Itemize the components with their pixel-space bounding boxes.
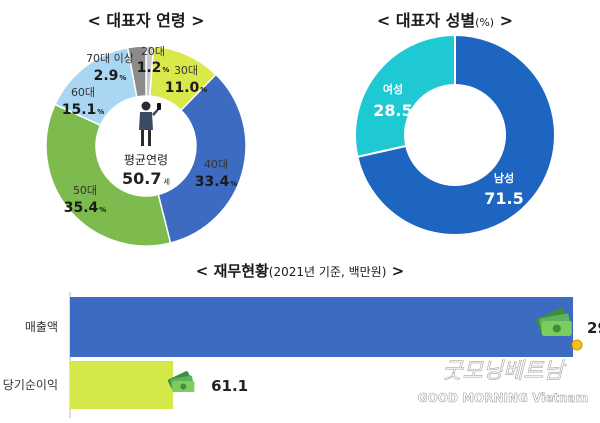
age-labels: 20대 1.2% 30대 11.0% 40대 33.4% 50대 35.4% 60대 15.1% 7…: [62, 45, 238, 216]
age-chart-title: < 대표자 연령 >: [87, 11, 204, 30]
bar-value-label-0: 298.1: [587, 319, 600, 337]
gender-slice-1: [354, 33, 456, 159]
age-unit-0: %: [162, 66, 169, 74]
bar-1: [70, 361, 174, 409]
gender-title-unit: (%): [475, 16, 494, 29]
finance-title-end: >: [386, 262, 404, 280]
age-unit-3: %: [99, 206, 106, 214]
age-value-2: 33.4: [195, 174, 230, 190]
money-stack-icon: [535, 307, 572, 336]
age-slice-2: [157, 73, 247, 244]
age-value-5: 2.9: [94, 68, 119, 84]
age-slice-5: [126, 45, 147, 98]
age-center-label: 평균연령: [124, 153, 168, 167]
age-donut-chart: < 대표자 연령 > 20대 1.2% 30대 11.0% 40대 33.4% 50대 35.…: [45, 11, 247, 247]
money-stack-icon: [167, 371, 195, 393]
age-value-label-3: 35.4%: [64, 200, 107, 216]
age-value-3: 35.4: [64, 200, 99, 216]
watermark-text: GOOD MORNING Vietnam: [418, 391, 589, 405]
gender-category-label-1: 여성: [383, 82, 403, 96]
age-value-0: 1.2: [137, 60, 162, 76]
age-center-value: 50.7 세: [122, 169, 170, 188]
age-category-label-2: 40대: [204, 158, 228, 171]
age-unit-4: %: [97, 108, 104, 116]
age-category-label-3: 50대: [73, 184, 97, 197]
financial-bar-chart: < 재무현황(2021년 기준, 백만원) > 매출액 298.1 당기순이익 61.…: [3, 262, 600, 418]
age-center-unit: 세: [164, 177, 170, 186]
bar-category-label-0: 매출액: [25, 320, 58, 334]
age-category-label-0: 20대: [141, 45, 165, 58]
gender-labels: 남성 71.5 여성 28.5: [373, 82, 523, 208]
age-category-label-4: 60대: [71, 86, 95, 99]
gender-value-label-0: 71.5: [484, 189, 523, 208]
finance-title-sub: (2021년 기준, 백만원): [269, 265, 387, 279]
gender-title-main: < 대표자 성별: [377, 11, 475, 30]
age-value-1: 11.0: [165, 80, 200, 96]
gender-value-label-1: 28.5: [373, 101, 412, 120]
age-value-4: 15.1: [62, 102, 97, 118]
gender-slices: [354, 33, 556, 236]
age-category-label-1: 30대: [174, 64, 198, 77]
gender-donut-chart: < 대표자 성별(%) > 남성 71.5 여성 28.5: [354, 11, 556, 236]
age-category-label-5: 70대 이상: [86, 52, 134, 65]
bar-0: [70, 297, 574, 357]
bar-value-label-1: 61.1: [211, 377, 248, 395]
age-value-label-0: 1.2%: [137, 60, 170, 76]
bar-category-label-1: 당기순이익: [3, 378, 58, 392]
watermark-logo: 굿모닝베트남 GOOD MORNING Vietnam: [417, 359, 589, 406]
age-value-label-2: 33.4%: [195, 174, 238, 190]
age-slice-3: [45, 103, 172, 247]
finance-title-main: < 재무현황: [196, 262, 269, 280]
age-center-number: 50.7: [122, 169, 161, 188]
gender-chart-title: < 대표자 성별(%) >: [377, 11, 513, 30]
gender-slice-0: [356, 33, 556, 236]
gender-title-end: >: [494, 11, 513, 30]
person-with-phone-icon: [139, 101, 161, 146]
finance-chart-title: < 재무현황(2021년 기준, 백만원) >: [196, 262, 404, 280]
coin-icon: [571, 339, 583, 351]
watermark-script: 굿모닝베트남: [442, 359, 566, 384]
age-unit-1: %: [200, 86, 207, 94]
bars: 매출액 298.1 당기순이익 61.1: [3, 297, 600, 409]
age-slices: [45, 45, 247, 247]
age-value-label-4: 15.1%: [62, 102, 105, 118]
gender-category-label-0: 남성: [494, 171, 514, 185]
age-unit-5: %: [119, 74, 126, 82]
age-unit-2: %: [230, 180, 237, 188]
age-value-label-1: 11.0%: [165, 80, 208, 96]
age-value-label-5: 2.9%: [94, 68, 127, 84]
